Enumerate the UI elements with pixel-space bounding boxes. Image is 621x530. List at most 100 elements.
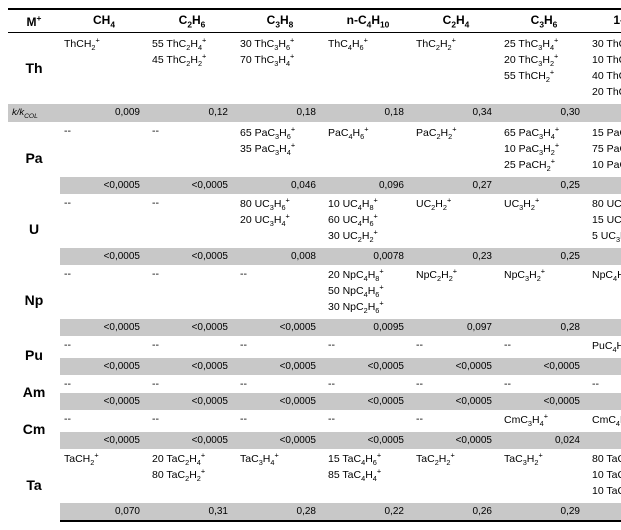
k-value: <0,0005 [148,177,236,194]
k-value: 0,31 [148,503,236,521]
table-row: TaTaCH2+20 TaC2H4+80 TaC2H2+TaC3H4+15 Ta… [8,449,621,503]
table-row: Cm----------CmC3H4+CmC4H6+ [8,410,621,432]
k-value: 0,008 [236,248,324,265]
product-cell: 25 ThC3H4+20 ThC3H2+55 ThCH2+ [500,33,588,104]
product-cell: 65 PaC3H6+35 PaC3H4+ [236,122,324,176]
k-row: <0,0005<0,00050,0460,0960,270,250,39 [8,177,621,194]
row-metal: Cm [8,410,60,449]
product-cell: ThC2H2+ [412,33,500,104]
k-value: 0,30 [500,104,588,123]
k-row: k/kCOL0,0090,120,180,180,340,300,34 [8,104,621,123]
product-cell: -- [324,336,412,358]
k-value: <0,0005 [148,319,236,336]
k-value: 0,39 [588,177,621,194]
row-metal: Pa [8,122,60,193]
k-row: <0,0005<0,0005<0,0005<0,0005<0,00050,024… [8,432,621,449]
product-cell: -- [236,265,324,319]
k-value: 0,18 [236,104,324,123]
col-header-m: M+ [8,9,60,33]
row-metal: Pu [8,336,60,375]
product-cell: -- [412,375,500,393]
product-cell: PuC4H6+ [588,336,621,358]
product-cell: -- [148,336,236,358]
k-value: 0,34 [588,104,621,123]
k-value: <0,0005 [324,432,412,449]
product-cell: -- [148,194,236,248]
k-value: <0,0005 [60,177,148,194]
product-cell: -- [324,410,412,432]
table-row: Pa----65 PaC3H6+35 PaC3H4+PaC4H6+PaC2H2+… [8,122,621,176]
col-header-1: CH4 [60,9,148,33]
table-row: U----80 UC3H6+20 UC3H4+10 UC4H8+60 UC4H6… [8,194,621,248]
k-value: 0,27 [588,319,621,336]
k-row: <0,0005<0,0005<0,00050,00950,0970,280,27 [8,319,621,336]
product-cell: 15 TaC4H6+85 TaC4H4+ [324,449,412,503]
k-value: <0,0005 [60,432,148,449]
k-value: <0,0005 [412,358,500,375]
reaction-table: M+ CH4 C2H6 C3H8 n-C4H10 C2H4 C3H6 1-C4H… [8,8,621,522]
product-cell: 15 PaC4H6+75 PaC4H4+10 PaC3H2+ [588,122,621,176]
k-value: 0,18 [324,104,412,123]
k-value: 0,22 [324,503,412,521]
col-header-6: C3H6 [500,9,588,33]
k-value: <0,0005 [148,358,236,375]
product-cell: -- [60,410,148,432]
k-value: <0,0005 [60,319,148,336]
product-cell: UC3H2+ [500,194,588,248]
product-cell: ThC4H6+ [324,33,412,104]
k-value: <0,0005 [412,393,500,410]
k-value: 0,046 [236,177,324,194]
k-value: 0,16 [588,358,621,375]
product-cell: 20 NpC4H8+50 NpC4H6+30 NpC2H6+ [324,265,412,319]
k-value: 0,23 [412,248,500,265]
product-cell: 30 ThC3H6+70 ThC3H4+ [236,33,324,104]
product-cell: CmC4H6+ [588,410,621,432]
k-row: <0,0005<0,00050,0080,00780,230,250,29 [8,248,621,265]
k-value: <0,0005 [236,432,324,449]
row-metal: Am [8,375,60,410]
product-cell: -- [148,265,236,319]
col-header-2: C2H6 [148,9,236,33]
product-cell: -- [148,122,236,176]
k-value: <0,0005 [60,393,148,410]
product-cell: 30 ThC4H6+10 ThC4H4+40 ThC2H2+20 ThCH2+ [588,33,621,104]
k-value: 0,009 [60,104,148,123]
product-cell: -- [60,122,148,176]
product-cell: NpC2H2+ [412,265,500,319]
k-value: <0,0005 [236,319,324,336]
k-value: 0,29 [500,503,588,521]
product-cell: NpC3H2+ [500,265,588,319]
k-value: 0,024 [500,432,588,449]
product-cell: 55 ThC2H4+45 ThC2H2+ [148,33,236,104]
k-row: 0,0700,310,280,220,260,290,34 [8,503,621,521]
product-cell: UC2H2+ [412,194,500,248]
product-cell: -- [60,336,148,358]
k-row: <0,0005<0,0005<0,0005<0,0005<0,0005<0,00… [8,358,621,375]
k-value: <0,0005 [324,393,412,410]
k-value: 0,070 [60,503,148,521]
product-cell: TaC3H2+ [500,449,588,503]
k-value: <0,0005 [148,248,236,265]
col-header-7: 1-C4H8 [588,9,621,33]
product-cell: -- [60,194,148,248]
k-value: <0,0005 [588,393,621,410]
product-cell: -- [236,375,324,393]
table-row: Am-------------- [8,375,621,393]
product-cell: ThCH2+ [60,33,148,104]
table-row: ThThCH2+55 ThC2H4+45 ThC2H2+30 ThC3H6+70… [8,33,621,104]
k-value: 0,12 [148,104,236,123]
table-row: Np------20 NpC4H8+50 NpC4H6+30 NpC2H6+Np… [8,265,621,319]
product-cell: TaC3H4+ [236,449,324,503]
product-cell: 65 PaC3H4+10 PaC3H2+25 PaCH2+ [500,122,588,176]
product-cell: -- [412,336,500,358]
product-cell: -- [324,375,412,393]
k-value: 0,28 [500,319,588,336]
product-cell: -- [60,265,148,319]
k-value: 0,27 [412,177,500,194]
k-value: 0,25 [500,177,588,194]
col-header-4: n-C4H10 [324,9,412,33]
k-value: <0,0005 [60,358,148,375]
product-cell: -- [500,336,588,358]
k-value: 0,20 [588,432,621,449]
k-value: <0,0005 [148,432,236,449]
